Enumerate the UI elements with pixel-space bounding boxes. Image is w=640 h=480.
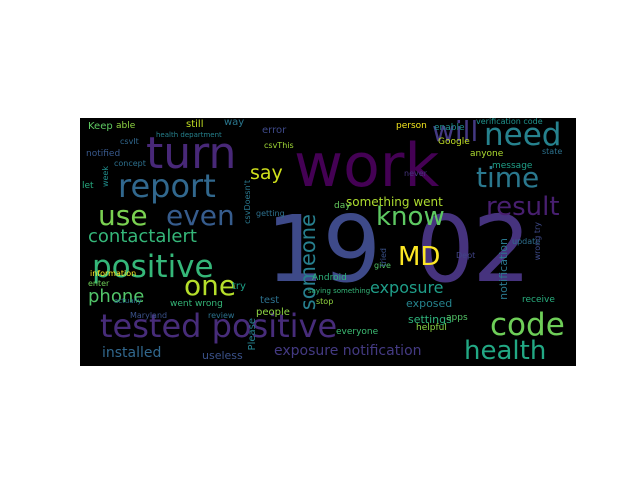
cloud-word: even	[166, 199, 235, 232]
cloud-word: state	[542, 147, 563, 156]
cloud-word: update	[512, 237, 541, 246]
cloud-word: notification	[497, 238, 510, 300]
cloud-word: report	[118, 167, 216, 205]
cloud-word: error	[262, 125, 287, 136]
cloud-word: code	[490, 307, 565, 343]
cloud-word: people	[256, 307, 290, 318]
cloud-word: need	[484, 118, 562, 153]
cloud-word: try	[232, 281, 246, 292]
cloud-word: still	[186, 119, 204, 130]
cloud-word: will	[432, 118, 479, 148]
cloud-word: week	[101, 166, 110, 188]
cloud-word: receive	[522, 295, 555, 305]
cloud-word: Google	[438, 137, 470, 147]
cloud-word: installed	[102, 345, 162, 361]
cloud-word: time	[476, 161, 540, 194]
cloud-word: let	[82, 181, 94, 191]
cloud-word: result	[486, 192, 560, 222]
cloud-word: MD	[398, 242, 441, 272]
cloud-word: health	[464, 336, 547, 366]
cloud-word: saying something	[308, 287, 371, 295]
cloud-word: enter	[88, 279, 110, 288]
cloud-word: review	[208, 311, 235, 320]
cloud-word: wrong try	[533, 222, 542, 261]
cloud-word: getting	[256, 209, 285, 218]
cloud-word: tested positive	[100, 307, 338, 345]
cloud-word: exposure notification	[274, 343, 422, 359]
cloud-word: turn	[146, 128, 237, 179]
cloud-word: Keep	[88, 121, 113, 132]
cloud-word: csvThis	[264, 141, 294, 150]
cloud-word: someone	[296, 214, 320, 311]
cloud-word: Please	[247, 318, 258, 351]
cloud-word: use	[98, 199, 148, 232]
cloud-word: exposure	[370, 278, 444, 297]
cloud-word: actually	[114, 297, 142, 305]
cloud-word: 19	[266, 196, 381, 303]
cloud-word: able	[116, 121, 136, 131]
cloud-word: enable	[434, 123, 465, 133]
cloud-word: way	[224, 118, 245, 128]
cloud-word: exposed	[406, 297, 453, 310]
cloud-word: Android	[312, 273, 347, 283]
cloud-word: message	[492, 161, 533, 171]
cloud-word: day	[334, 201, 351, 211]
cloud-word: test	[260, 295, 280, 306]
cloud-word: Dept	[456, 251, 476, 260]
cloud-word: notified	[86, 149, 121, 159]
cloud-word: work	[294, 131, 440, 201]
cloud-word: concept	[114, 159, 146, 168]
cloud-word: stop	[316, 297, 334, 306]
word-cloud: 19 02 work turn tested positive positive…	[80, 118, 576, 366]
cloud-word: apps	[446, 313, 468, 323]
cloud-word: say	[250, 162, 283, 184]
cloud-word: tried	[379, 248, 388, 267]
cloud-word: health department	[156, 131, 222, 139]
cloud-word: everyone	[336, 327, 379, 337]
cloud-word: know	[376, 202, 445, 232]
cloud-word: settings	[408, 313, 452, 326]
cloud-word: Maryland	[130, 311, 168, 320]
cloud-word: csvDoesn't	[243, 180, 252, 224]
cloud-word: anyone	[470, 149, 504, 159]
cloud-word: positive	[92, 249, 214, 285]
cloud-word: phone	[88, 286, 145, 307]
cloud-word: useless	[202, 349, 243, 362]
cloud-word: csvIt	[120, 137, 139, 146]
cloud-word: verification code	[476, 118, 543, 126]
cloud-word: helpful	[416, 323, 447, 333]
cloud-word: went wrong	[170, 299, 223, 309]
cloud-word: 02	[416, 196, 531, 303]
cloud-word: never	[404, 169, 427, 178]
cloud-word: contactalert	[88, 226, 197, 247]
cloud-word: something went	[346, 195, 443, 209]
cloud-word: person	[396, 121, 427, 131]
cloud-word: information	[90, 269, 137, 278]
cloud-word: give	[374, 261, 391, 270]
cloud-word: one	[184, 269, 237, 302]
